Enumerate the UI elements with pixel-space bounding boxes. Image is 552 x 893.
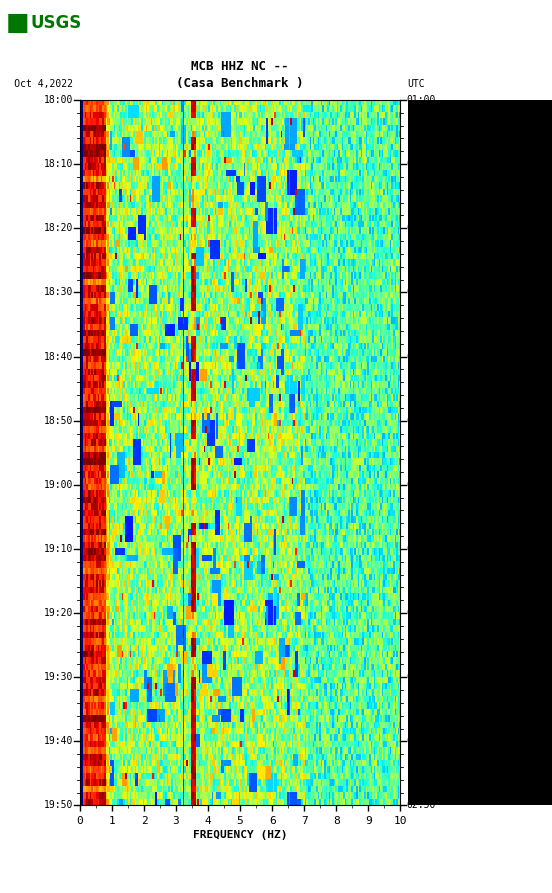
Text: 19:10: 19:10 [44,544,73,554]
Text: 18:20: 18:20 [44,223,73,233]
Text: 01:30: 01:30 [407,288,436,297]
Text: (Casa Benchmark ): (Casa Benchmark ) [177,78,304,90]
Text: MCB HHZ NC --: MCB HHZ NC -- [192,60,289,72]
Text: ■: ■ [6,12,29,35]
Text: UTC: UTC [407,79,424,89]
Text: 18:40: 18:40 [44,352,73,362]
Text: 19:50: 19:50 [44,800,73,811]
Text: 18:30: 18:30 [44,288,73,297]
X-axis label: FREQUENCY (HZ): FREQUENCY (HZ) [193,830,288,840]
Text: 18:50: 18:50 [44,415,73,426]
Text: 18:10: 18:10 [44,159,73,169]
Text: 02:30: 02:30 [407,672,436,682]
Text: 19:40: 19:40 [44,737,73,747]
Text: 19:00: 19:00 [44,480,73,490]
Text: 02:20: 02:20 [407,608,436,618]
Text: 02:00: 02:00 [407,480,436,490]
Text: 02:10: 02:10 [407,544,436,554]
Text: 19:30: 19:30 [44,672,73,682]
Text: 02:40: 02:40 [407,737,436,747]
Text: 19:20: 19:20 [44,608,73,618]
Text: 01:40: 01:40 [407,352,436,362]
Text: 18:00: 18:00 [44,95,73,105]
Text: PDT   Oct 4,2022: PDT Oct 4,2022 [0,79,73,89]
Text: 01:10: 01:10 [407,159,436,169]
Text: 02:50: 02:50 [407,800,436,811]
Text: USGS: USGS [30,14,82,32]
Text: 01:20: 01:20 [407,223,436,233]
Text: 01:00: 01:00 [407,95,436,105]
Text: 01:50: 01:50 [407,415,436,426]
